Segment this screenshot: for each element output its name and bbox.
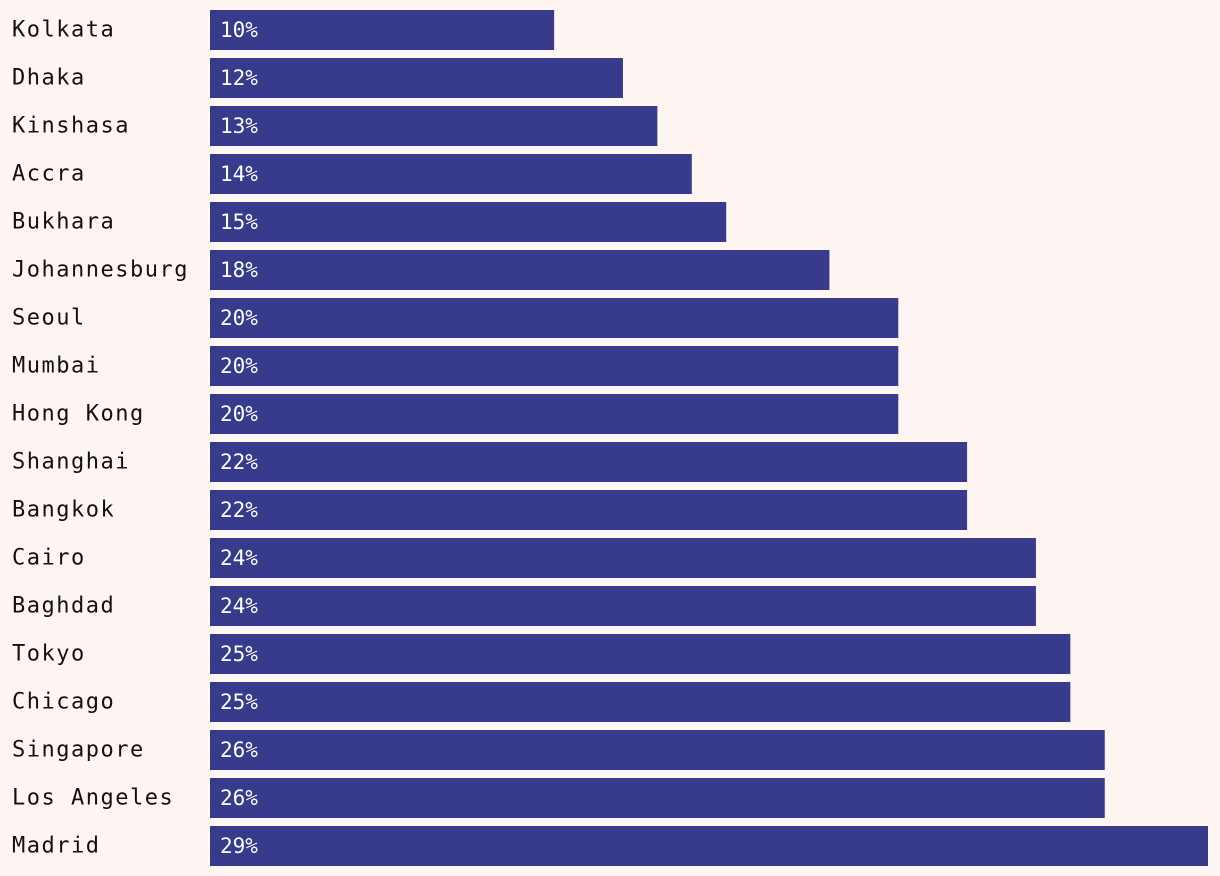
category-label-bangkok: Bangkok [12,498,115,523]
bar-los-angeles [210,778,1105,818]
bar-accra [210,154,692,194]
category-label-baghdad: Baghdad [12,594,115,619]
value-label-mumbai: 20% [220,354,258,378]
bar-dhaka [210,58,623,98]
value-labels: 10% 12% 13% 14% 15% 18% 20% 20% 20% 22% 22% 24% 24% 2… [220,18,258,858]
bar-tokyo [210,634,1071,674]
category-label-tokyo: Tokyo [12,642,86,667]
category-label-chicago: Chicago [12,690,115,715]
value-label-baghdad: 24% [220,594,258,618]
bar-mumbai [210,346,899,386]
value-label-accra: 14% [220,162,258,186]
value-label-hong-kong: 20% [220,402,258,426]
category-label-accra: Accra [12,162,86,187]
bar-madrid [210,826,1208,866]
category-label-hong-kong: Hong Kong [12,402,145,427]
category-label-shanghai: Shanghai [12,450,130,475]
value-label-seoul: 20% [220,306,258,330]
value-label-bukhara: 15% [220,210,258,234]
category-label-cairo: Cairo [12,546,86,571]
value-label-madrid: 29% [220,834,258,858]
bar-johannesburg [210,250,830,290]
value-label-bangkok: 22% [220,498,258,522]
category-label-bukhara: Bukhara [12,210,115,235]
category-label-kinshasa: Kinshasa [12,114,130,139]
value-label-kolkata: 10% [220,18,258,42]
category-labels: Kolkata Dhaka Kinshasa Accra Bukhara Johannes… [12,18,189,859]
bar-bukhara [210,202,727,242]
category-label-mumbai: Mumbai [12,354,100,379]
category-label-los-angeles: Los Angeles [12,786,174,811]
category-label-seoul: Seoul [12,306,86,331]
bar-chicago [210,682,1071,722]
value-label-johannesburg: 18% [220,258,258,282]
bar-shanghai [210,442,968,482]
bar-kinshasa [210,106,658,146]
bar-seoul [210,298,899,338]
category-label-kolkata: Kolkata [12,18,115,43]
value-label-dhaka: 12% [220,66,258,90]
value-label-singapore: 26% [220,738,258,762]
value-label-shanghai: 22% [220,450,258,474]
bar-cairo [210,538,1036,578]
bar-kolkata [210,10,555,50]
category-label-johannesburg: Johannesburg [12,258,189,283]
bar-singapore [210,730,1105,770]
bar-bangkok [210,490,968,530]
value-label-cairo: 24% [220,546,258,570]
category-label-dhaka: Dhaka [12,66,86,91]
value-label-tokyo: 25% [220,642,258,666]
value-label-kinshasa: 13% [220,114,258,138]
value-label-los-angeles: 26% [220,786,258,810]
category-label-singapore: Singapore [12,738,145,763]
bar-hong-kong [210,394,899,434]
value-label-chicago: 25% [220,690,258,714]
category-label-madrid: Madrid [12,834,100,859]
bars [210,10,1208,866]
bar-baghdad [210,586,1036,626]
